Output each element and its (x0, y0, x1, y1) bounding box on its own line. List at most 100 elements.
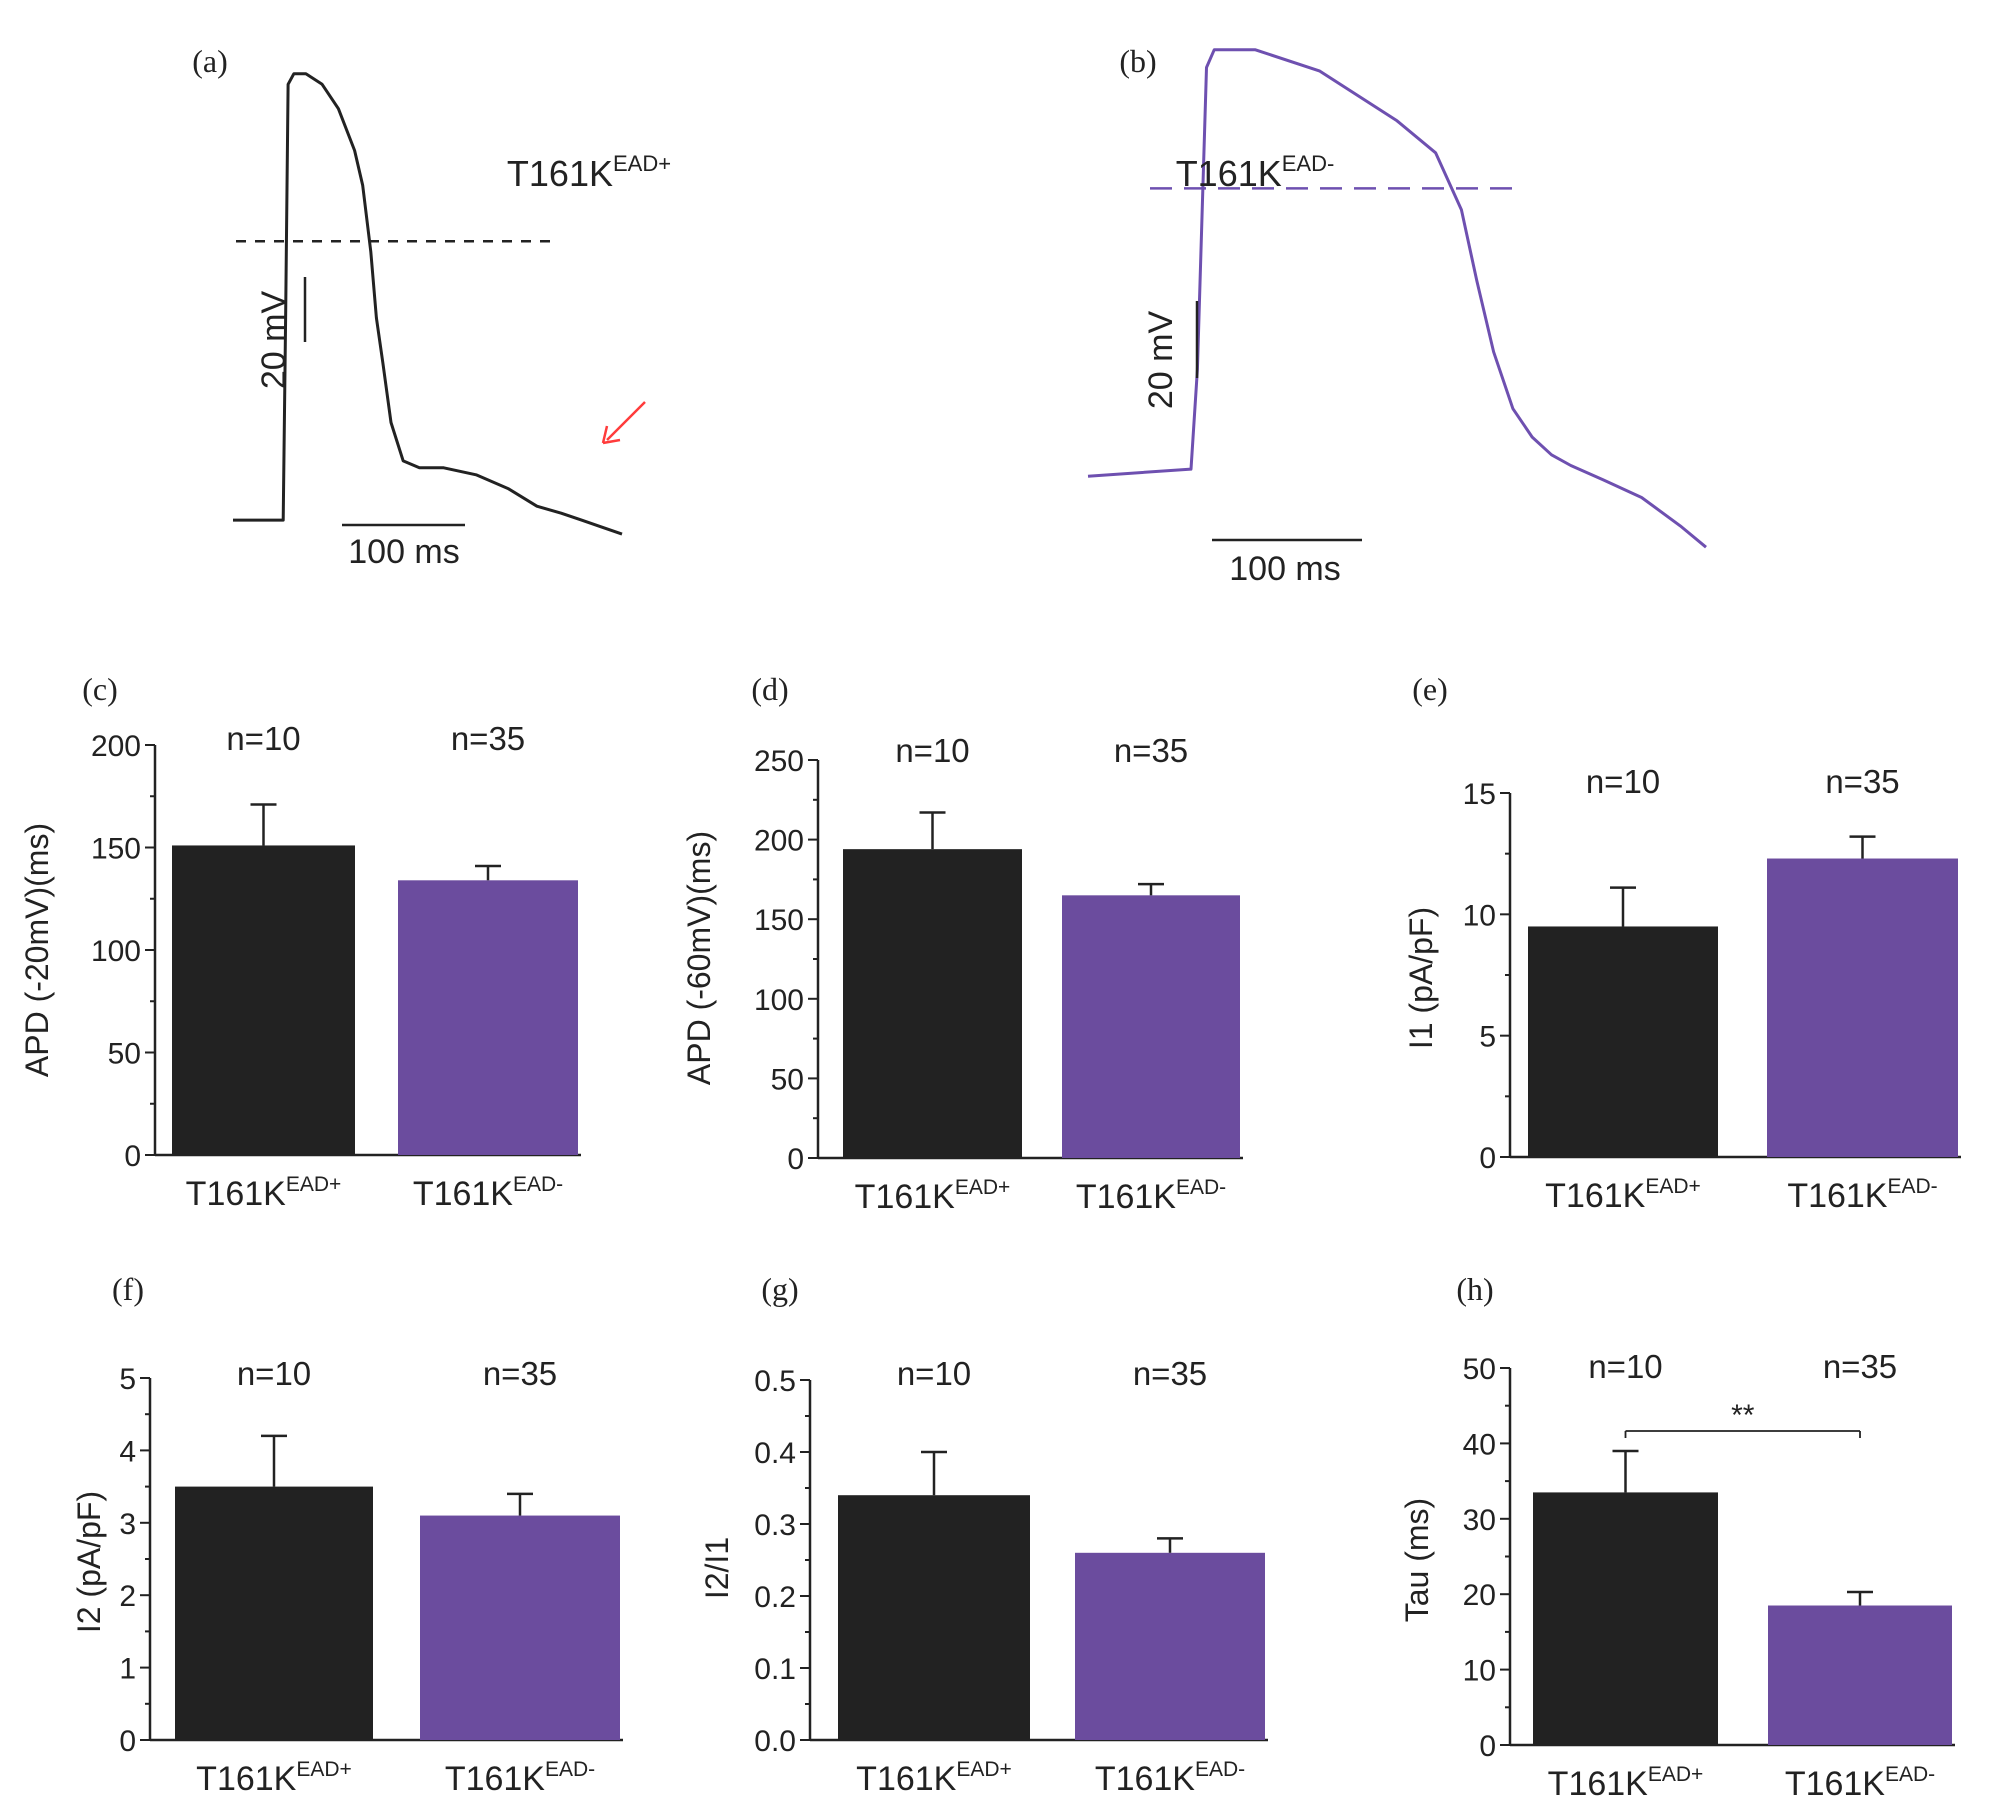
y-tick-label: 4 (119, 1435, 136, 1468)
voltage-scale-label: 20 mV (255, 291, 293, 390)
y-tick-label: 0 (1479, 1730, 1496, 1763)
bar-ead-minus (1075, 1552, 1265, 1740)
label-base: T161K (1548, 1765, 1648, 1803)
y-tick-label: 50 (108, 1038, 141, 1071)
y-tick-label: 2 (119, 1580, 136, 1613)
x-category-label: T161KEAD- (413, 1173, 563, 1213)
label-base: T161K (186, 1175, 286, 1213)
n-label: n=10 (226, 720, 300, 757)
y-tick-label: 10 (1463, 1655, 1496, 1688)
bar-ead-minus (420, 1515, 620, 1740)
y-tick-label: 150 (754, 904, 804, 937)
y-tick-label: 200 (91, 730, 141, 763)
panel-label: (c) (82, 671, 118, 707)
y-tick-label: 5 (119, 1363, 136, 1396)
label-base: T161K (1787, 1177, 1887, 1215)
bar-ead-plus (1528, 926, 1718, 1157)
trace-panel-a: (a) T161KEAD+ 20 mV 100 ms (192, 43, 671, 571)
label-superscript: EAD- (1888, 1175, 1938, 1198)
bar-ead-minus (1767, 858, 1958, 1157)
n-label: n=35 (483, 1355, 557, 1392)
n-label: n=10 (237, 1355, 311, 1392)
bar-ead-plus (172, 845, 355, 1155)
label-base: T161K (856, 1760, 956, 1798)
action-potential-trace (1087, 48, 1707, 549)
arrow-shaft (606, 401, 646, 441)
y-tick-label: 0.2 (754, 1581, 796, 1614)
y-tick-label: 10 (1463, 899, 1496, 932)
y-tick-label: 30 (1463, 1504, 1496, 1537)
y-tick-label: 50 (1463, 1353, 1496, 1386)
trace-title: T161KEAD+ (507, 151, 671, 194)
x-category-label: T161KEAD- (1076, 1176, 1226, 1216)
y-tick-label: 100 (91, 935, 141, 968)
y-tick-label: 0.3 (754, 1509, 796, 1542)
bar-ead-plus (838, 1495, 1030, 1740)
y-tick-label: 0.1 (754, 1653, 796, 1686)
y-tick-label: 5 (1479, 1021, 1496, 1054)
y-tick-label: 1 (119, 1653, 136, 1686)
panel-label: (h) (1456, 1271, 1493, 1307)
x-category-label: T161KEAD- (445, 1758, 595, 1798)
y-axis-label: Tau (ms) (1399, 1498, 1435, 1622)
panel-label: (b) (1119, 43, 1156, 79)
x-category-label: T161KEAD+ (855, 1176, 1011, 1216)
label-base: T161K (196, 1760, 296, 1798)
y-tick-label: 20 (1463, 1579, 1496, 1612)
n-label: n=35 (1825, 763, 1899, 800)
panel-label: (a) (192, 43, 228, 79)
label-superscript: EAD- (1885, 1763, 1935, 1786)
bar-ead-plus (843, 849, 1022, 1158)
n-label: n=10 (895, 732, 969, 769)
y-tick-label: 100 (754, 984, 804, 1017)
n-label: n=35 (451, 720, 525, 757)
bar-panel-d: (d) 0 50 100 150 200 250 APD (-60mV)(ms) n=10 T16… (681, 671, 1243, 1216)
y-tick-label: 15 (1463, 778, 1496, 811)
y-tick-label: 0.5 (754, 1365, 796, 1398)
y-tick-label: 3 (119, 1508, 136, 1541)
y-axis-label: I2/I1 (699, 1537, 735, 1599)
label-superscript: EAD+ (1648, 1763, 1703, 1786)
y-axis-label: APD (-20mV)(ms) (19, 823, 55, 1077)
y-tick-label: 0 (119, 1725, 136, 1758)
n-label: n=10 (1586, 763, 1660, 800)
panel-label: (d) (751, 671, 788, 707)
significance-label: ** (1731, 1399, 1755, 1432)
x-category-label: T161KEAD+ (196, 1758, 352, 1798)
label-superscript: EAD- (1176, 1176, 1226, 1199)
label-base: T161K (413, 1175, 513, 1213)
arrow-head (601, 425, 621, 445)
n-label: n=35 (1114, 732, 1188, 769)
time-scale-label: 100 ms (348, 533, 460, 571)
x-category-label: T161KEAD- (1787, 1175, 1937, 1215)
time-scale-label: 100 ms (1229, 550, 1341, 588)
x-category-label: T161KEAD+ (856, 1758, 1012, 1798)
panel-label: (g) (761, 1271, 798, 1307)
y-tick-label: 40 (1463, 1428, 1496, 1461)
x-category-label: T161KEAD+ (1545, 1175, 1701, 1215)
label-superscript: EAD+ (296, 1758, 351, 1781)
label-superscript: EAD+ (1645, 1175, 1700, 1198)
label-base: T161K (855, 1178, 955, 1216)
y-tick-label: 50 (771, 1063, 804, 1096)
y-axis-label: APD (-60mV)(ms) (681, 831, 717, 1085)
y-tick-label: 250 (754, 745, 804, 778)
label-superscript: EAD- (1195, 1758, 1245, 1781)
bar-ead-plus (175, 1486, 373, 1740)
label-base: T161K (1076, 1178, 1176, 1216)
y-tick-label: 0.4 (754, 1437, 796, 1470)
y-tick-label: 200 (754, 825, 804, 858)
label-superscript: EAD+ (286, 1173, 341, 1196)
bar-ead-minus (1062, 895, 1240, 1158)
bar-ead-plus (1533, 1492, 1718, 1745)
label-superscript: EAD+ (613, 151, 671, 176)
label-base: T161K (1545, 1177, 1645, 1215)
label-superscript: EAD- (513, 1173, 563, 1196)
y-tick-label: 0 (787, 1143, 804, 1176)
panel-label: (f) (112, 1271, 144, 1307)
